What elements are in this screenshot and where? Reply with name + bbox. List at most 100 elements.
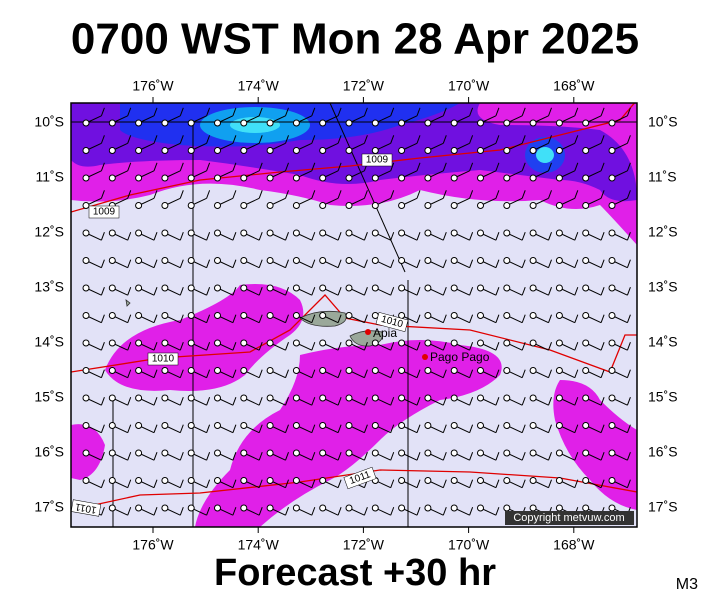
station <box>345 367 353 374</box>
station <box>266 257 274 264</box>
station <box>214 394 221 402</box>
station <box>292 119 300 127</box>
barb-flag <box>626 232 631 241</box>
station <box>319 312 327 319</box>
station <box>555 394 563 402</box>
station <box>450 394 458 402</box>
station <box>82 312 90 319</box>
barb-flag <box>600 259 605 268</box>
forecast-label: Forecast +30 hr <box>214 552 496 594</box>
station <box>398 284 406 292</box>
barb-flag <box>127 135 132 144</box>
barb-flag <box>600 162 605 171</box>
station <box>555 367 563 374</box>
barb-flag <box>179 507 184 516</box>
station <box>608 422 616 429</box>
station <box>345 394 353 402</box>
station <box>424 119 432 127</box>
barb-flag <box>100 162 105 171</box>
station <box>187 202 195 209</box>
barb-flag <box>337 479 342 488</box>
station <box>529 202 537 209</box>
station <box>266 394 274 402</box>
station <box>214 229 221 237</box>
barb-flag <box>337 287 342 296</box>
barb-flag <box>626 162 631 171</box>
station <box>319 284 327 292</box>
station <box>82 394 90 402</box>
barb-flag <box>127 342 132 351</box>
barb-flag <box>495 342 500 351</box>
station <box>608 229 616 237</box>
station <box>608 119 616 127</box>
station <box>266 312 274 319</box>
station <box>240 147 248 154</box>
station <box>82 147 90 154</box>
station <box>529 422 537 429</box>
station <box>424 202 432 209</box>
station <box>292 174 300 182</box>
barb-flag <box>548 190 552 199</box>
barb-flag <box>232 479 237 488</box>
station <box>214 449 221 457</box>
place-label: Pago Pago <box>430 350 490 364</box>
barb-flag <box>574 424 579 433</box>
station <box>503 449 511 457</box>
barb-flag <box>232 259 237 268</box>
station <box>503 119 511 127</box>
station <box>135 229 143 237</box>
barb-flag <box>206 190 211 199</box>
station <box>266 367 274 374</box>
station <box>477 477 484 484</box>
station <box>319 504 327 512</box>
station <box>82 422 90 429</box>
barb-flag <box>574 259 579 268</box>
station <box>424 339 432 347</box>
barb-flag <box>390 397 395 406</box>
station <box>371 147 379 154</box>
barb-flag <box>100 479 105 488</box>
barb-flag <box>206 107 211 116</box>
barb-flag <box>469 424 474 433</box>
station <box>608 504 616 512</box>
station <box>187 504 195 512</box>
lat-label: 12˚S <box>648 224 678 240</box>
isobar <box>71 469 637 511</box>
barb-flag <box>469 232 474 241</box>
map-frame <box>70 102 638 528</box>
title: 0700 WST Mon 28 Apr 2025 <box>71 15 639 64</box>
barb-flag <box>626 479 631 488</box>
barb-flag <box>442 314 447 323</box>
barb-flag <box>363 452 368 461</box>
station <box>187 284 195 292</box>
barb-flag <box>206 162 211 171</box>
barb-flag <box>258 232 263 241</box>
barb-flag <box>232 369 237 378</box>
station <box>450 477 458 484</box>
copyright: Copyright metvuw.com <box>513 512 624 524</box>
station <box>529 394 537 402</box>
barb-flag <box>311 259 316 268</box>
station <box>82 284 90 292</box>
barb-flag <box>285 369 289 378</box>
barb-flag <box>626 135 631 144</box>
station <box>161 284 169 292</box>
barb-flag <box>285 452 289 461</box>
station <box>503 422 511 429</box>
barb-flag <box>206 452 211 461</box>
station <box>240 284 248 292</box>
station <box>529 312 537 319</box>
station <box>240 119 248 127</box>
station <box>398 504 406 512</box>
station <box>582 174 590 182</box>
station <box>450 504 458 512</box>
station <box>555 229 563 237</box>
station <box>161 257 169 264</box>
barb-flag <box>179 342 184 351</box>
station <box>345 202 353 209</box>
lat-label: 17˚S <box>34 499 64 515</box>
barb-flag <box>337 190 342 199</box>
station <box>319 174 327 182</box>
barb-flag <box>600 314 605 323</box>
barb-flag <box>337 107 342 116</box>
